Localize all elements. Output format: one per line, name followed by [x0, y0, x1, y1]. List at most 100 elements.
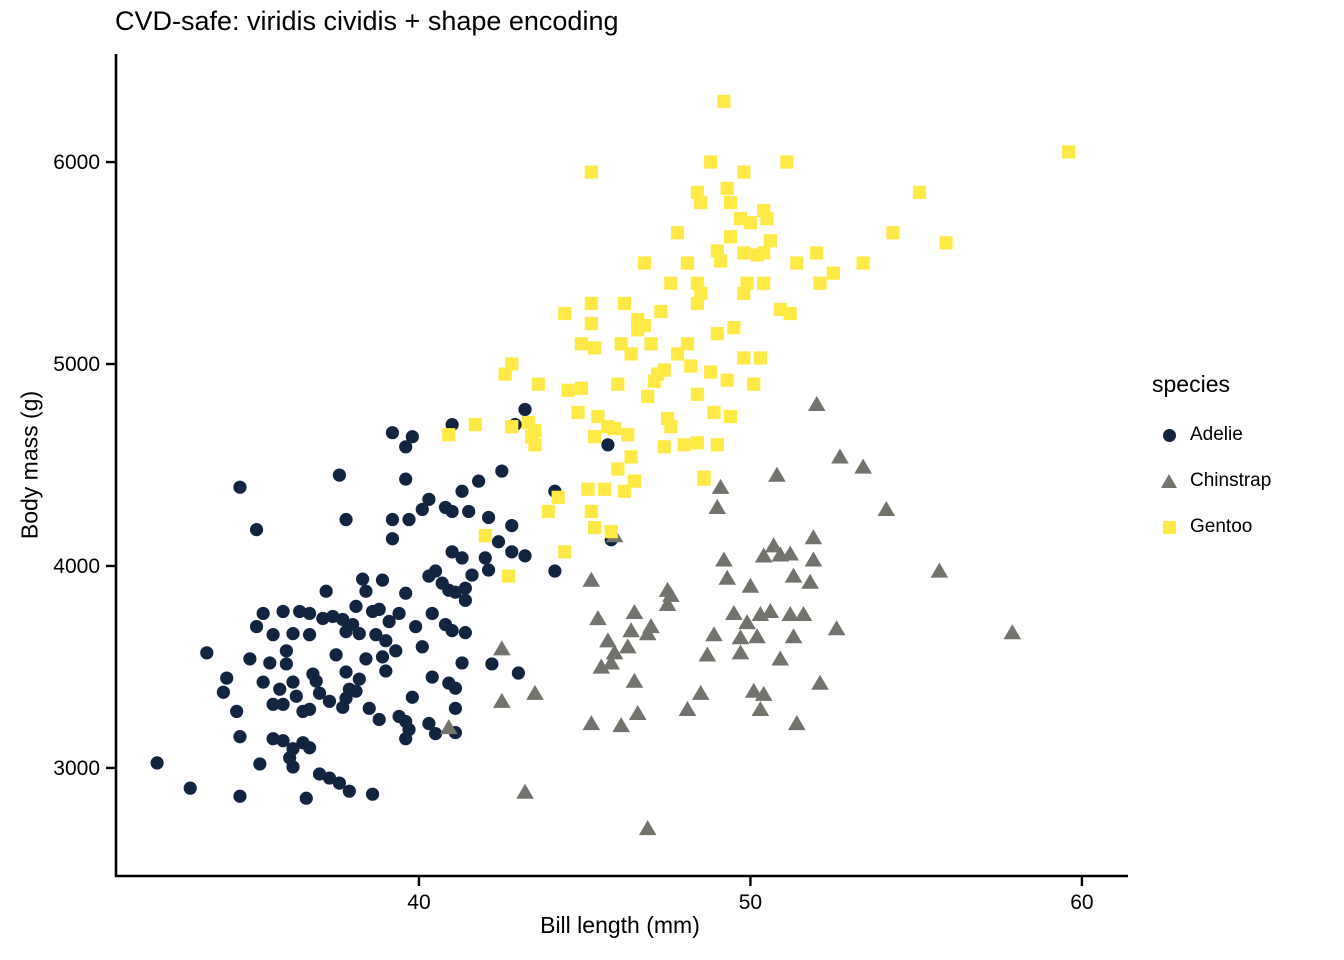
data-point: [690, 387, 704, 401]
data-point: [624, 450, 638, 464]
data-point: [707, 405, 721, 420]
data-point: [326, 609, 340, 624]
data-point: [1062, 145, 1076, 159]
data-point: [617, 484, 632, 498]
data-point: [493, 692, 511, 708]
points-layer: [150, 94, 1076, 836]
data-point: [385, 426, 400, 440]
data-point: [445, 418, 459, 432]
data-point: [445, 504, 459, 519]
data-point: [647, 374, 661, 388]
data-point: [392, 606, 406, 621]
data-point: [458, 626, 472, 640]
data-point: [588, 521, 602, 535]
data-point: [678, 700, 697, 716]
data-point: [754, 547, 773, 563]
data-point: [518, 402, 532, 417]
data-point: [448, 681, 463, 695]
data-point: [584, 296, 598, 311]
data-point: [220, 671, 234, 685]
data-point: [670, 226, 685, 240]
data-point: [708, 499, 727, 515]
legend-item-chinstrap: Chinstrap: [1152, 458, 1271, 504]
data-point: [359, 584, 373, 598]
data-point: [912, 185, 927, 199]
data-point: [612, 717, 630, 733]
legend-label: Chinstrap: [1190, 470, 1272, 491]
data-point: [657, 440, 671, 454]
data-point: [677, 438, 691, 452]
data-point: [574, 381, 588, 395]
data-point: [773, 302, 787, 317]
data-point: [628, 705, 647, 721]
data-point: [462, 504, 476, 519]
data-point: [780, 155, 794, 169]
data-point: [737, 246, 751, 260]
data-point: [455, 656, 469, 670]
data-point: [249, 523, 264, 537]
data-point: [455, 484, 469, 498]
data-point: [760, 211, 774, 226]
data-point: [751, 700, 770, 716]
data-point: [516, 783, 534, 799]
data-point: [478, 551, 492, 565]
data-point: [748, 628, 766, 644]
x-tick-label: 60: [1070, 891, 1093, 914]
data-point: [279, 657, 293, 671]
data-point: [618, 638, 637, 654]
data-point: [293, 604, 307, 619]
data-point: [710, 244, 724, 258]
data-point: [690, 436, 704, 450]
data-point: [336, 612, 350, 627]
data-point: [764, 537, 783, 553]
data-point: [670, 347, 685, 361]
data-point: [657, 363, 671, 377]
data-point: [592, 658, 611, 674]
data-point: [801, 573, 819, 589]
data-point: [505, 518, 519, 533]
data-point: [704, 365, 718, 379]
data-point: [705, 626, 723, 642]
data-point: [339, 512, 353, 527]
data-point: [425, 670, 439, 684]
data-point: [690, 276, 704, 290]
data-point: [622, 622, 640, 638]
data-point: [448, 585, 463, 599]
data-point: [664, 420, 678, 434]
data-point: [428, 727, 443, 741]
data-point: [788, 715, 806, 731]
data-point: [680, 337, 695, 351]
data-point: [804, 529, 823, 545]
data-point: [694, 286, 708, 300]
data-point: [602, 654, 621, 670]
data-point: [684, 359, 698, 373]
data-point: [571, 405, 585, 420]
data-point: [478, 529, 492, 543]
triangle-marker-icon: [1161, 474, 1177, 488]
data-point: [794, 606, 813, 622]
data-point: [332, 776, 347, 790]
data-point: [654, 304, 668, 319]
data-point: [1003, 624, 1022, 640]
data-point: [415, 640, 429, 654]
y-tick-label: 4000: [53, 555, 100, 578]
data-point: [505, 545, 519, 559]
data-point: [717, 94, 731, 109]
data-point: [757, 276, 771, 290]
data-point: [485, 657, 499, 671]
data-point: [605, 644, 624, 660]
x-tick-label: 50: [739, 891, 762, 914]
data-point: [273, 682, 287, 696]
data-point: [322, 694, 337, 708]
data-point: [582, 571, 601, 587]
data-point: [448, 701, 463, 715]
data-point: [810, 246, 824, 260]
data-point: [312, 686, 327, 700]
data-point: [737, 351, 751, 365]
data-point: [249, 619, 264, 634]
data-point: [216, 685, 230, 699]
data-point: [723, 230, 738, 244]
data-point: [276, 734, 290, 748]
data-point: [511, 666, 526, 680]
data-point: [266, 732, 280, 746]
